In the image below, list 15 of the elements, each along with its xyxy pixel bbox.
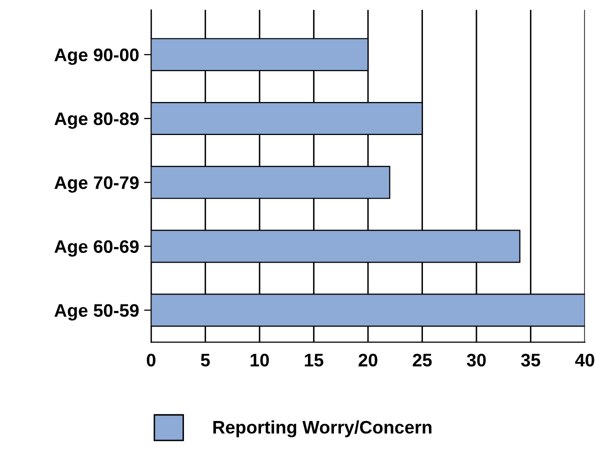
x-tick-label: 10 bbox=[250, 354, 269, 367]
x-tick-label: 0 bbox=[146, 354, 156, 367]
x-tick-label: 40 bbox=[575, 354, 594, 367]
y-tick-label: Age 60-69 bbox=[54, 240, 139, 257]
legend-label: Reporting Worry/Concern bbox=[213, 420, 432, 438]
x-tick-label: 30 bbox=[466, 354, 486, 367]
y-tick-label: Age 80-89 bbox=[54, 112, 139, 129]
x-tick-label: 35 bbox=[521, 354, 540, 367]
y-tick-label: Age 70-79 bbox=[54, 176, 139, 193]
y-tick-label: Age 90-00 bbox=[54, 48, 139, 65]
y-tick-label: Age 50-59 bbox=[54, 304, 139, 321]
x-tick-label: 20 bbox=[358, 354, 378, 367]
x-tick-label: 5 bbox=[200, 354, 210, 367]
x-tick-label: 25 bbox=[412, 354, 432, 367]
x-tick-label: 15 bbox=[304, 354, 324, 367]
